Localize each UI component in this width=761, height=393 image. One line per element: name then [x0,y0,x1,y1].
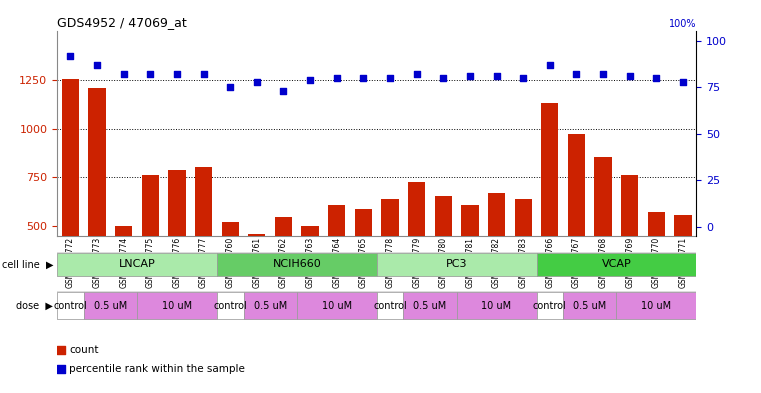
Point [463,73,476,79]
Text: dose  ▶: dose ▶ [17,301,53,310]
Point [571,71,583,77]
Text: PC3: PC3 [446,259,467,269]
Text: VCAP: VCAP [601,259,632,269]
Point [677,79,689,85]
Bar [461,205,479,323]
Bar [674,215,692,323]
Text: count: count [69,345,99,355]
Bar [563,292,616,319]
Point [277,88,289,94]
Point [246,246,258,253]
Bar [57,253,217,276]
Bar [381,199,399,323]
Text: 100%: 100% [669,19,696,29]
Bar [168,170,186,323]
Bar [244,292,297,319]
Point [411,71,423,77]
Text: control: control [373,301,407,310]
Bar [568,134,585,323]
Text: 10 uM: 10 uM [322,301,352,310]
Bar [537,292,563,319]
Point [357,75,369,81]
Point [650,75,662,81]
Point [64,52,76,59]
Bar [403,292,457,319]
Bar [328,205,345,323]
Bar [648,213,665,323]
Text: control: control [213,301,247,310]
Point [145,71,157,77]
Text: 0.5 uM: 0.5 uM [413,301,447,310]
Bar [142,175,159,323]
Point [437,75,449,81]
Bar [62,79,79,323]
Point [624,73,636,79]
Point [117,71,129,77]
Text: 0.5 uM: 0.5 uM [573,301,607,310]
Bar [355,209,372,323]
Bar [377,253,537,276]
Bar [217,253,377,276]
Bar [537,253,696,276]
Bar [137,292,217,319]
Point [490,73,502,79]
Bar [514,199,532,323]
Bar [435,196,452,323]
Text: GDS4952 / 47069_at: GDS4952 / 47069_at [57,16,186,29]
Bar [301,226,319,323]
Bar [377,292,403,319]
Text: 0.5 uM: 0.5 uM [94,301,127,310]
Text: control: control [53,301,88,310]
Point [330,75,342,81]
Bar [275,217,292,323]
Text: cell line  ▶: cell line ▶ [2,259,53,269]
Point [517,75,530,81]
Bar [541,103,559,323]
Bar [217,292,244,319]
Bar [195,167,212,323]
Point [91,62,103,68]
Point [170,71,183,77]
Bar [488,193,505,323]
Point [250,79,263,85]
Bar [84,292,137,319]
Bar [616,292,696,319]
Text: percentile rank within the sample: percentile rank within the sample [69,364,245,374]
Text: NCIH660: NCIH660 [272,259,321,269]
Bar [457,292,537,319]
Point [543,62,556,68]
Bar [248,234,266,323]
Bar [408,182,425,323]
Bar [594,157,612,323]
Text: 0.5 uM: 0.5 uM [253,301,287,310]
Bar [621,175,638,323]
Bar [115,226,132,323]
Text: control: control [533,301,567,310]
Text: 10 uM: 10 uM [642,301,671,310]
Point [198,71,210,77]
Bar [221,222,239,323]
Bar [57,292,84,319]
Text: LNCAP: LNCAP [119,259,155,269]
Point [246,73,258,80]
Point [304,77,317,83]
Point [597,71,609,77]
Text: 10 uM: 10 uM [162,301,192,310]
Bar [88,88,106,323]
Point [384,75,396,81]
Point [224,84,236,90]
Bar [297,292,377,319]
Text: 10 uM: 10 uM [482,301,511,310]
